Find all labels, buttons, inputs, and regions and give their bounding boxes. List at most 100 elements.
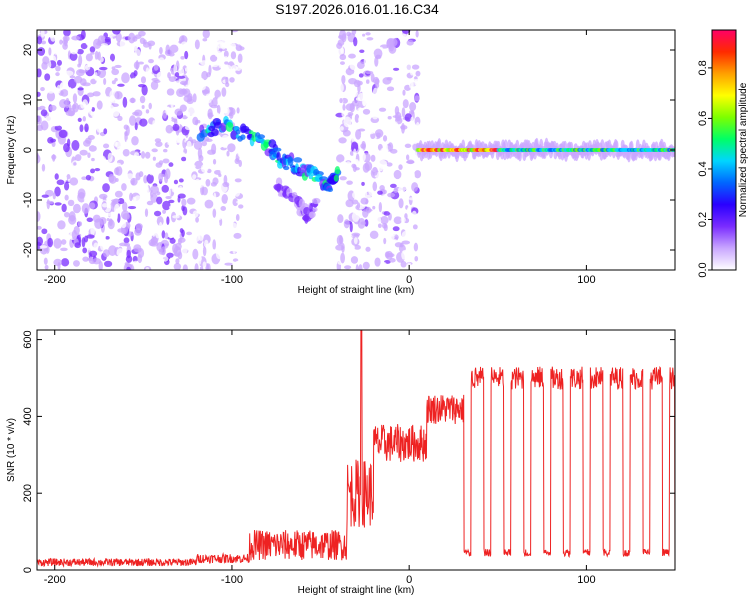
spectrogram-blob [84,64,91,71]
spectrogram-blob [362,261,370,270]
spectrogram-blob [156,196,163,205]
spectrogram-blob [108,175,117,184]
spectrogram-blob [60,239,67,245]
spectrogram-blob [141,104,145,110]
spectrogram-blob [107,104,114,111]
spectrogram-blob [81,176,87,181]
spectrogram-blob [218,59,223,69]
spectrogram-blob [119,125,123,132]
spectrogram-blob [133,152,140,160]
spectrogram-blob [225,219,234,229]
spectrogram-blob [393,216,403,225]
spectrogram-blob [178,67,185,77]
spectrogram-blob [362,33,366,37]
spectrogram-blob [373,48,383,59]
spectrogram-blob [55,72,60,77]
spectrogram-blob [178,185,183,194]
spectrogram-blob [123,242,131,247]
spectrogram-blob [215,249,224,260]
spectrogram-blob [77,221,83,227]
spectrogram-blob [184,221,190,230]
spectrogram-blob [173,262,182,270]
spectrogram-blob [134,49,142,60]
spectrogram-blob [335,244,345,251]
spectrogram-blob [403,60,413,71]
spectrogram-blob [401,250,406,260]
spectrogram-blob [201,70,209,81]
spectrogram-blob [225,164,231,168]
spectrogram-blob [194,160,204,170]
spectrogram-blob [181,156,187,162]
snr-frame [36,329,676,571]
spectrogram-blob [175,32,181,39]
spectrogram-blob [130,77,138,88]
spectrogram-blob [211,128,219,137]
spectrogram-blob [303,206,311,216]
spectrogram-blob [372,181,378,192]
snr-y-ticks: 0 200 400 600 [22,330,675,573]
spectrogram-blob [413,242,419,252]
spectrogram-blob [133,195,142,206]
spectrogram-blob [44,73,51,81]
spectrogram-blob [201,140,208,147]
spectrogram-blob [41,194,49,198]
spectrogram-blob [152,104,159,109]
spectrogram-blob [336,154,345,163]
spectrogram-blob [353,237,358,245]
spectrogram-blob [79,124,84,133]
spectrogram-blob [235,239,241,250]
spectrogram-blob [52,154,56,162]
spectrogram-blob [96,125,103,133]
spectrogram-blob [153,100,162,105]
spectrogram-blob [207,81,215,88]
spectrogram-blob [132,111,140,116]
spectrogram-blob [85,246,93,251]
spectrogram-blob [341,74,346,84]
spectrogram-blob [139,118,148,127]
spectrogram-blob [137,83,146,88]
spectrogram-blob [210,181,217,187]
spectrogram-blob [224,262,233,266]
spectrogram-blob [165,124,173,134]
spectrogram-blob [59,99,68,109]
spectrogram-blob [184,67,191,72]
spectrogram-blob [172,123,180,132]
spectrogram-blob [141,151,146,159]
spectrogram-blob [161,246,166,256]
spectrogram-blob [37,36,43,45]
spectrogram-blob [353,244,361,250]
spectrogram-blob [145,67,150,77]
spectrogram-blob [47,237,54,248]
spectrogram-blob [365,70,374,75]
spectrogram-blob [176,136,183,143]
spectrogram-blob [414,170,422,179]
spectrogram-blob [94,71,98,81]
spectrogram-blob [113,162,122,167]
spectrogram-blob [218,173,222,177]
spectrogram-blob [202,38,208,42]
spectrogram-blob [379,93,383,103]
spectrogram-blob [411,210,417,221]
spectrogram-blob [339,161,349,172]
spectrogram-blob [388,93,392,103]
spectrogram-blob [382,77,392,85]
spectrogram-blob [67,87,73,98]
spectrogram-blob [37,68,42,78]
spectrogram-blob [168,76,177,83]
spectrogram-blob [229,77,235,83]
spectrogram-blob [230,65,239,72]
spectrogram-blob [91,107,95,112]
spectrogram-blob [152,120,156,127]
spectrogram-blob [200,212,207,220]
spectrogram-blob [339,83,344,93]
spectrogram-blob [122,201,128,212]
spectrogram-blob [358,264,363,270]
spectrogram-blob [386,162,393,167]
spectrogram-blob [198,154,204,162]
spectrogram-blob [365,38,369,49]
spectrogram-blob [360,221,366,225]
spectrogram-blob [216,213,223,221]
spectrogram-blob [287,156,294,167]
spectrogram-blob [82,247,88,254]
spectrogram-blob [168,229,174,239]
